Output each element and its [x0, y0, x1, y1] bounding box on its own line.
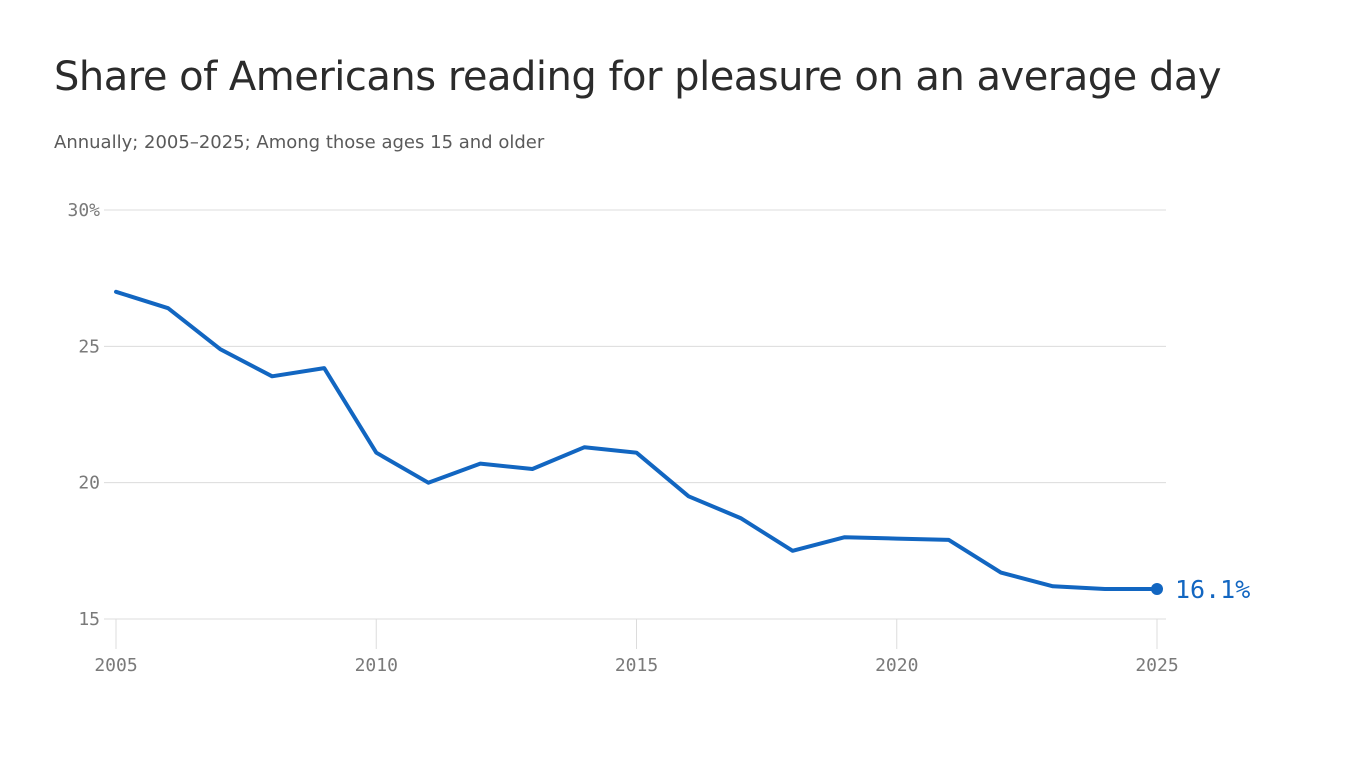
data-point	[166, 306, 170, 310]
data-point	[582, 445, 586, 449]
data-point	[895, 537, 899, 541]
chart-title: Share of Americans reading for pleasure …	[54, 54, 1222, 100]
data-point	[739, 516, 743, 520]
x-tick-label: 2010	[355, 655, 398, 676]
data-point	[947, 538, 951, 542]
data-point	[478, 462, 482, 466]
chart-subtitle: Annually; 2005–2025; Among those ages 15…	[54, 132, 545, 153]
data-point	[843, 535, 847, 539]
y-tick-label: 20	[78, 473, 100, 494]
data-point	[687, 494, 691, 498]
x-tick-label: 2025	[1135, 655, 1178, 676]
data-point	[270, 374, 274, 378]
data-point	[635, 451, 639, 455]
data-point	[114, 290, 118, 294]
data-point	[1103, 587, 1107, 591]
x-tick-label: 2015	[615, 655, 658, 676]
data-point	[322, 366, 326, 370]
data-point	[999, 571, 1003, 575]
end-value-label: 16.1%	[1175, 575, 1250, 604]
data-point	[1051, 584, 1055, 588]
data-point	[426, 481, 430, 485]
data-point	[218, 347, 222, 351]
end-point-marker	[1151, 583, 1163, 596]
x-tick-label: 2005	[94, 655, 137, 676]
x-tick-label: 2020	[875, 655, 918, 676]
data-point	[530, 467, 534, 471]
y-tick-label: 25	[78, 336, 100, 357]
series-line	[114, 289, 1159, 591]
y-tick-label: 30%	[67, 200, 100, 221]
y-tick-label: 15	[78, 609, 100, 630]
data-point	[791, 549, 795, 553]
data-point	[374, 451, 378, 455]
